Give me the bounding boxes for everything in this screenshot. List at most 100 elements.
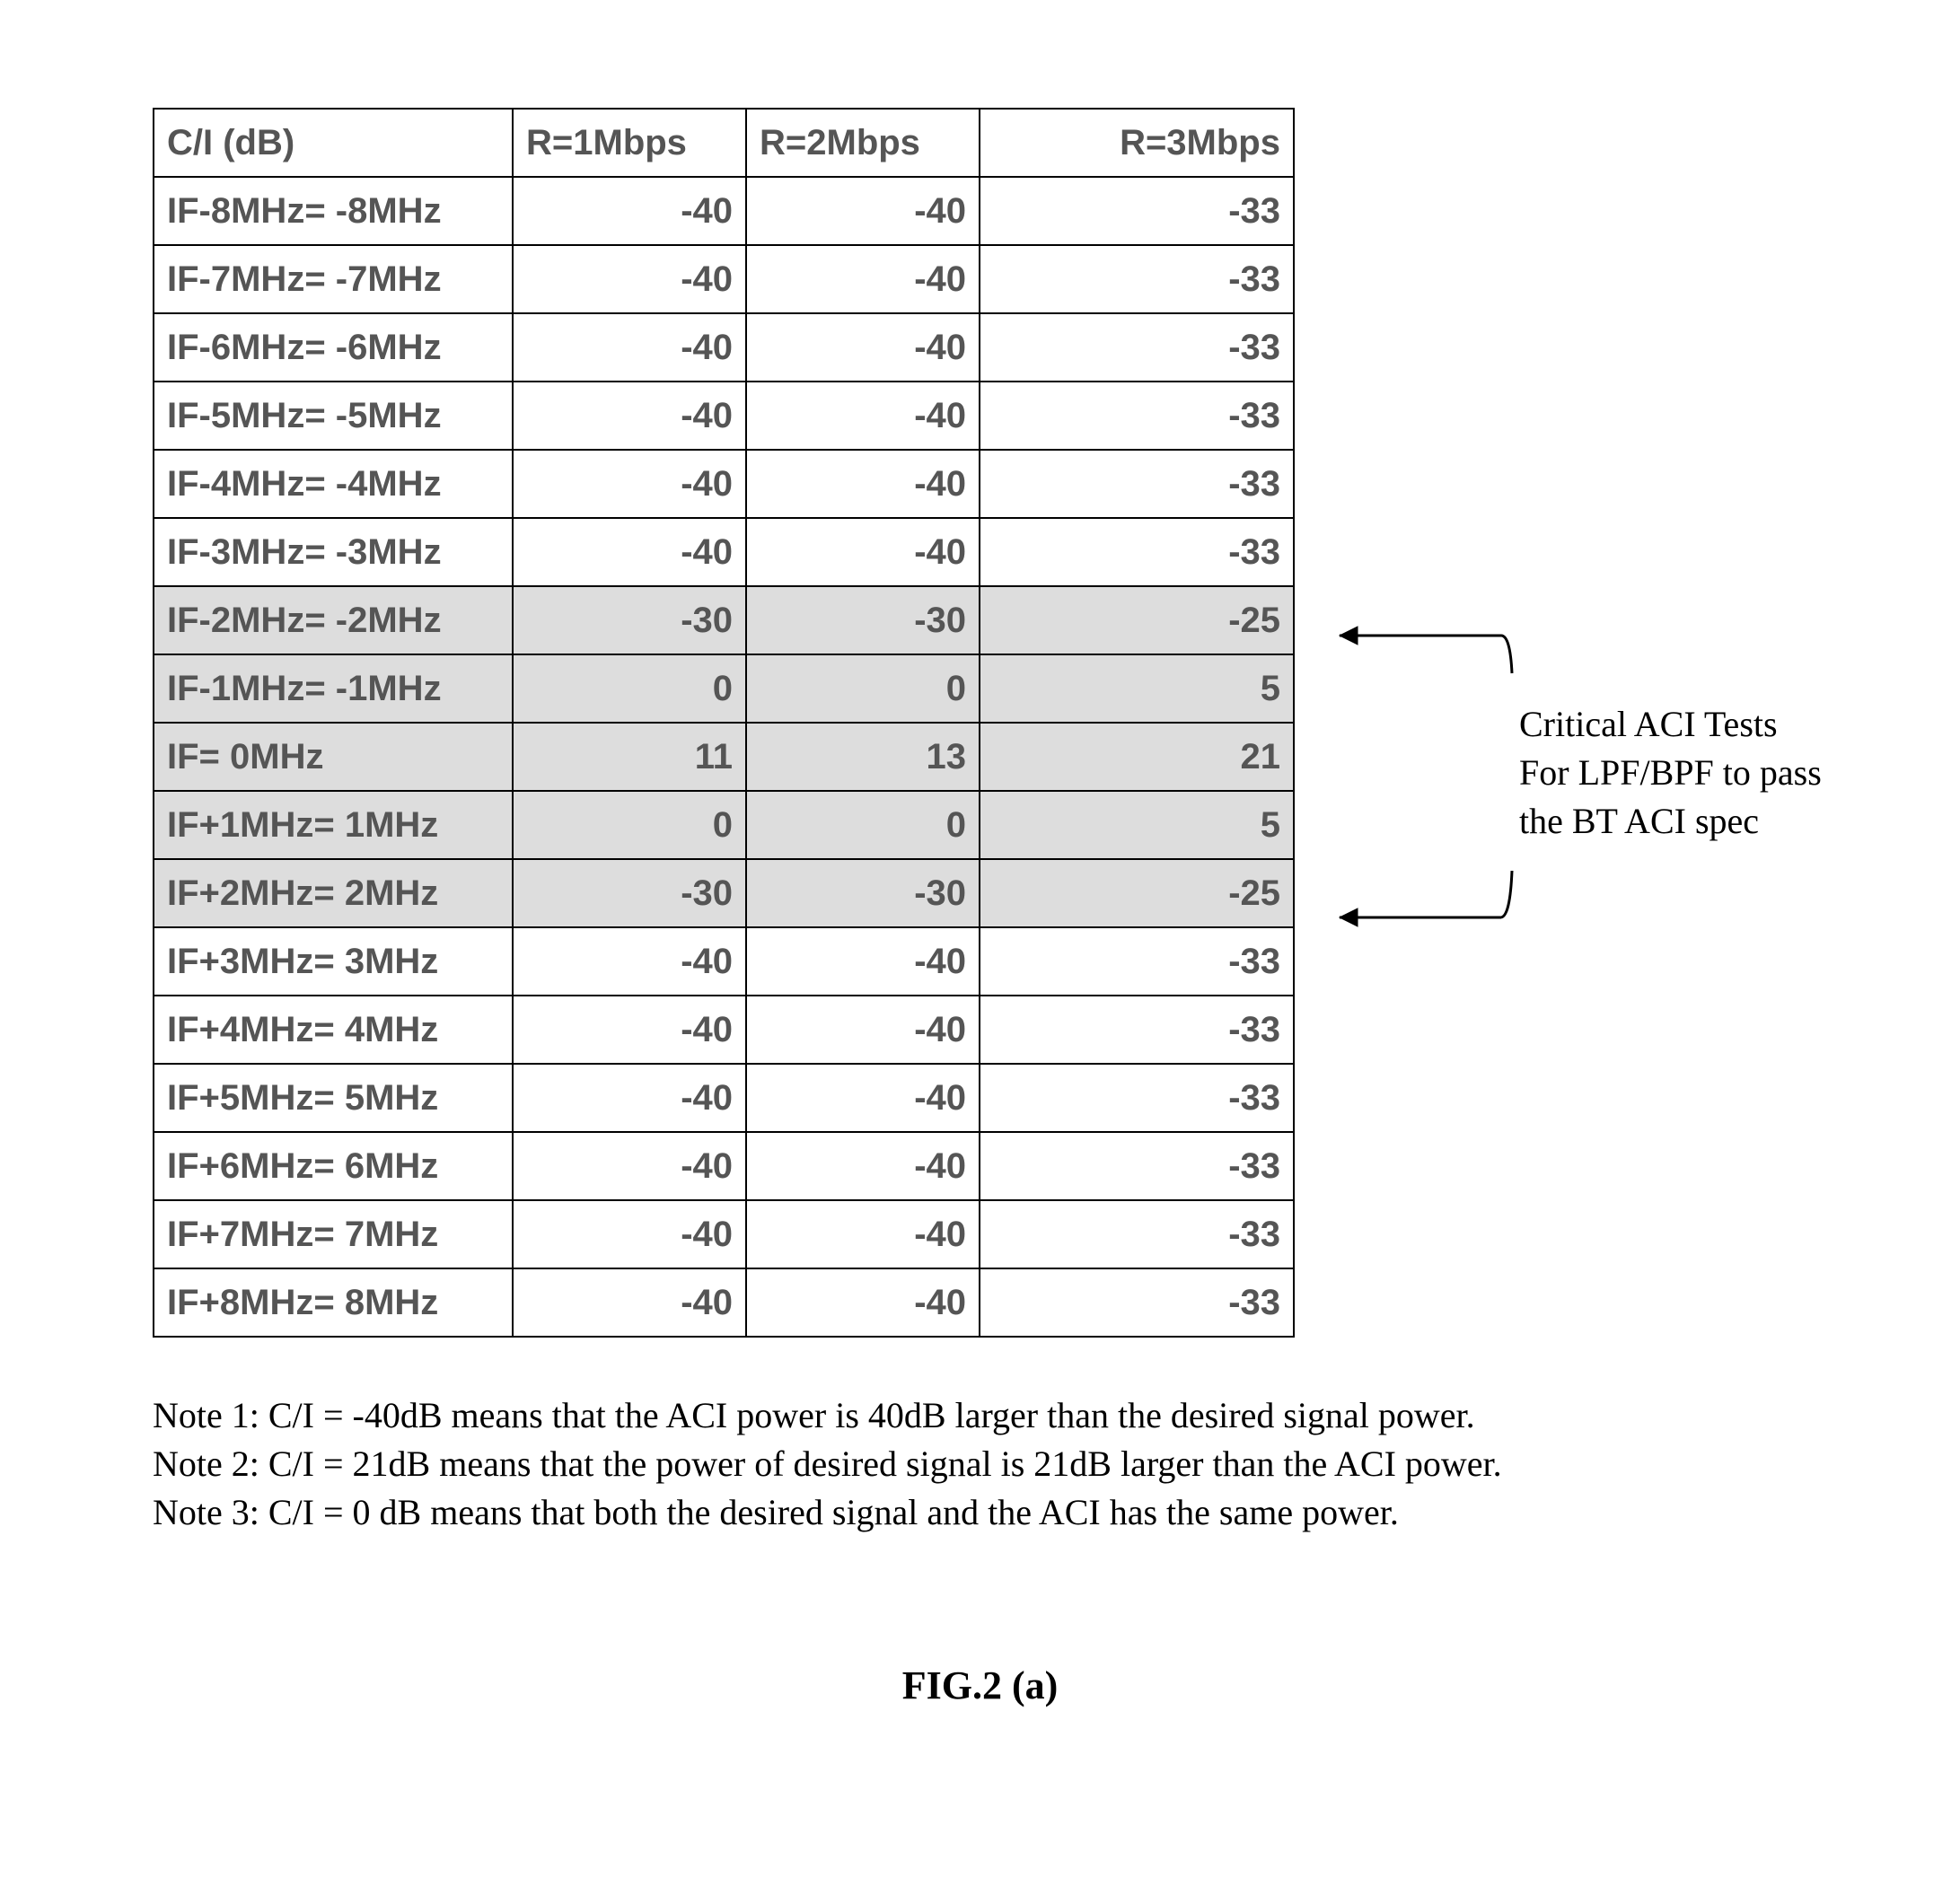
table-row: IF+1MHz= 1MHz005 <box>154 791 1294 859</box>
table-row: IF-4MHz= -4MHz-40-40-33 <box>154 450 1294 518</box>
row-value: -40 <box>513 1132 746 1200</box>
row-value: -30 <box>746 586 980 654</box>
row-value: -33 <box>980 1268 1294 1337</box>
row-value: -40 <box>746 1064 980 1132</box>
row-value: -30 <box>746 859 980 927</box>
row-value: 5 <box>980 654 1294 723</box>
row-value: -40 <box>513 382 746 450</box>
row-label: IF-6MHz= -6MHz <box>154 313 513 382</box>
row-value: -33 <box>980 996 1294 1064</box>
row-value: -40 <box>746 1268 980 1337</box>
note-2: Note 2: C/I = 21dB means that the power … <box>153 1440 1870 1488</box>
row-value: -40 <box>746 382 980 450</box>
row-value: -40 <box>513 1064 746 1132</box>
row-value: -40 <box>513 245 746 313</box>
row-value: -40 <box>746 518 980 586</box>
row-value: 13 <box>746 723 980 791</box>
table-row: IF+2MHz= 2MHz-30-30-25 <box>154 859 1294 927</box>
row-value: 0 <box>746 791 980 859</box>
table-row: IF+8MHz= 8MHz-40-40-33 <box>154 1268 1294 1337</box>
row-value: -40 <box>746 450 980 518</box>
figure-caption: FIG.2 (a) <box>0 1663 1960 1708</box>
row-value: -30 <box>513 586 746 654</box>
row-label: IF-5MHz= -5MHz <box>154 382 513 450</box>
notes-block: Note 1: C/I = -40dB means that the ACI p… <box>153 1391 1870 1537</box>
table-row: IF-1MHz= -1MHz005 <box>154 654 1294 723</box>
row-value: -40 <box>513 1200 746 1268</box>
row-value: 0 <box>513 654 746 723</box>
row-label: IF+4MHz= 4MHz <box>154 996 513 1064</box>
row-label: IF-2MHz= -2MHz <box>154 586 513 654</box>
row-value: 21 <box>980 723 1294 791</box>
row-value: -33 <box>980 450 1294 518</box>
row-value: -40 <box>746 313 980 382</box>
row-value: -33 <box>980 1132 1294 1200</box>
row-value: -25 <box>980 586 1294 654</box>
col-header-r3: R=3Mbps <box>980 109 1294 177</box>
row-value: 5 <box>980 791 1294 859</box>
note-3: Note 3: C/I = 0 dB means that both the d… <box>153 1488 1870 1537</box>
row-value: -40 <box>513 450 746 518</box>
row-label: IF+2MHz= 2MHz <box>154 859 513 927</box>
note-1: Note 1: C/I = -40dB means that the ACI p… <box>153 1391 1870 1440</box>
arrow-bottom-icon <box>1322 871 1519 952</box>
row-label: IF+5MHz= 5MHz <box>154 1064 513 1132</box>
row-value: 0 <box>746 654 980 723</box>
row-value: -40 <box>513 313 746 382</box>
row-value: -40 <box>746 927 980 996</box>
col-header-ci: C/I (dB) <box>154 109 513 177</box>
table-row: IF+3MHz= 3MHz-40-40-33 <box>154 927 1294 996</box>
ci-table: C/I (dB) R=1Mbps R=2Mbps R=3Mbps IF-8MHz… <box>153 108 1295 1338</box>
table-row: IF-7MHz= -7MHz-40-40-33 <box>154 245 1294 313</box>
row-value: -33 <box>980 245 1294 313</box>
row-value: -40 <box>746 1200 980 1268</box>
row-value: -33 <box>980 313 1294 382</box>
col-header-r2: R=2Mbps <box>746 109 980 177</box>
table-row: IF-3MHz= -3MHz-40-40-33 <box>154 518 1294 586</box>
row-value: -40 <box>513 927 746 996</box>
row-value: -25 <box>980 859 1294 927</box>
table-body: IF-8MHz= -8MHz-40-40-33IF-7MHz= -7MHz-40… <box>154 177 1294 1337</box>
row-value: -40 <box>513 996 746 1064</box>
annotation-text: Critical ACI Tests For LPF/BPF to pass t… <box>1519 700 1822 846</box>
row-value: -40 <box>746 177 980 245</box>
row-value: -40 <box>513 177 746 245</box>
row-value: -40 <box>746 1132 980 1200</box>
row-value: -33 <box>980 1064 1294 1132</box>
row-label: IF-4MHz= -4MHz <box>154 450 513 518</box>
row-value: 11 <box>513 723 746 791</box>
row-value: -30 <box>513 859 746 927</box>
row-value: -33 <box>980 1200 1294 1268</box>
row-value: -33 <box>980 518 1294 586</box>
row-value: -33 <box>980 382 1294 450</box>
row-label: IF+6MHz= 6MHz <box>154 1132 513 1200</box>
table-row: IF+5MHz= 5MHz-40-40-33 <box>154 1064 1294 1132</box>
row-value: -40 <box>746 996 980 1064</box>
table-row: IF+7MHz= 7MHz-40-40-33 <box>154 1200 1294 1268</box>
arrow-top-icon <box>1322 610 1519 691</box>
col-header-r1: R=1Mbps <box>513 109 746 177</box>
row-label: IF+7MHz= 7MHz <box>154 1200 513 1268</box>
row-label: IF+8MHz= 8MHz <box>154 1268 513 1337</box>
page: C/I (dB) R=1Mbps R=2Mbps R=3Mbps IF-8MHz… <box>0 0 1960 1904</box>
row-value: -33 <box>980 927 1294 996</box>
table-row: IF+6MHz= 6MHz-40-40-33 <box>154 1132 1294 1200</box>
content-row: C/I (dB) R=1Mbps R=2Mbps R=3Mbps IF-8MHz… <box>153 108 1870 1338</box>
row-label: IF= 0MHz <box>154 723 513 791</box>
row-label: IF+3MHz= 3MHz <box>154 927 513 996</box>
row-value: 0 <box>513 791 746 859</box>
row-value: -40 <box>746 245 980 313</box>
row-value: -40 <box>513 1268 746 1337</box>
row-label: IF+1MHz= 1MHz <box>154 791 513 859</box>
table-row: IF+4MHz= 4MHz-40-40-33 <box>154 996 1294 1064</box>
table-row: IF-8MHz= -8MHz-40-40-33 <box>154 177 1294 245</box>
row-label: IF-7MHz= -7MHz <box>154 245 513 313</box>
row-label: IF-3MHz= -3MHz <box>154 518 513 586</box>
row-label: IF-8MHz= -8MHz <box>154 177 513 245</box>
table-row: IF-5MHz= -5MHz-40-40-33 <box>154 382 1294 450</box>
table-row: IF-2MHz= -2MHz-30-30-25 <box>154 586 1294 654</box>
table-header-row: C/I (dB) R=1Mbps R=2Mbps R=3Mbps <box>154 109 1294 177</box>
row-value: -33 <box>980 177 1294 245</box>
row-value: -40 <box>513 518 746 586</box>
row-label: IF-1MHz= -1MHz <box>154 654 513 723</box>
